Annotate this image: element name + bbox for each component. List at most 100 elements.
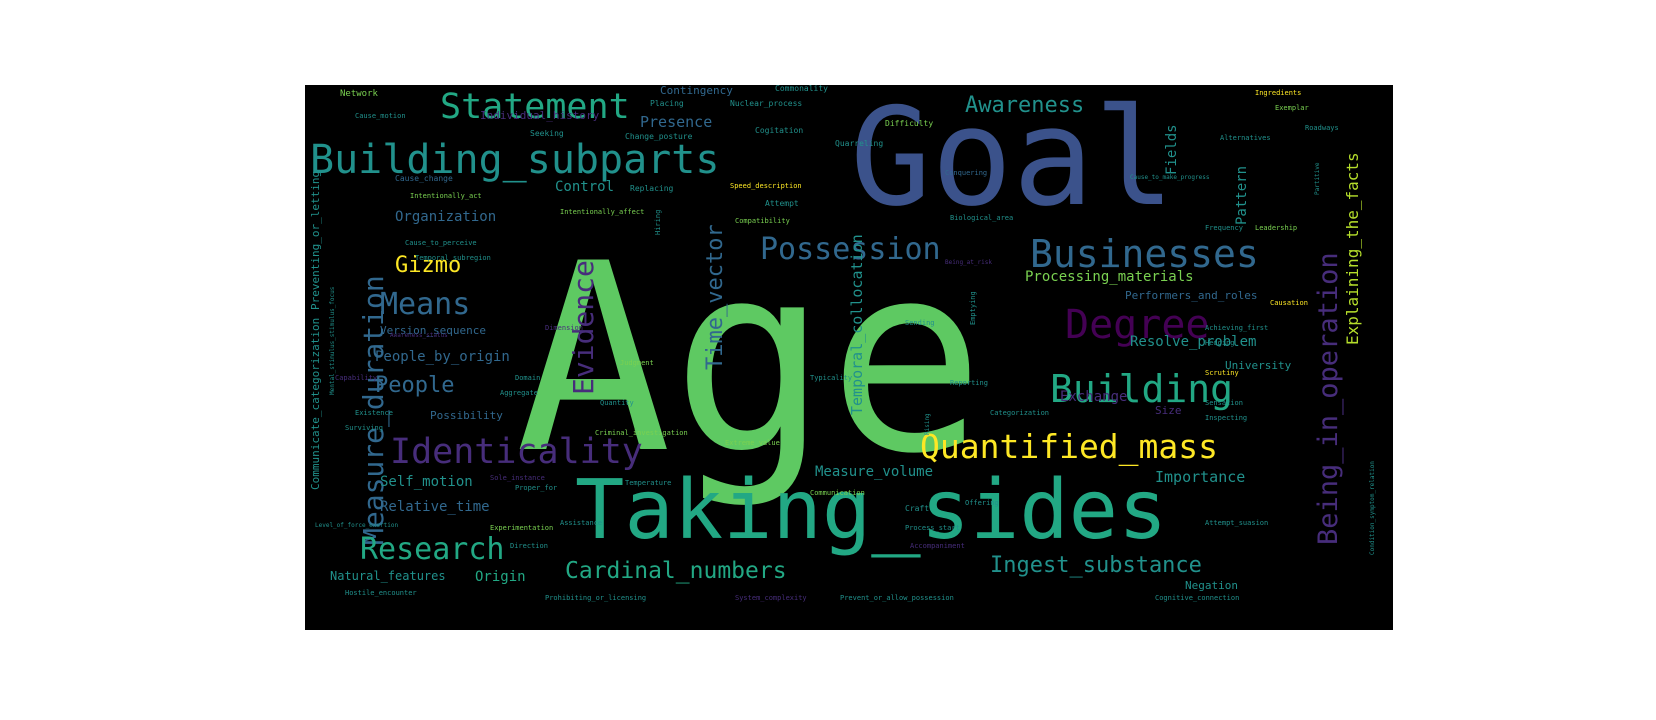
cloud-word: Individual_history <box>480 109 600 122</box>
cloud-word: Process_start <box>905 524 960 532</box>
cloud-word: Surviving <box>345 424 383 432</box>
cloud-word: Research <box>360 532 505 567</box>
cloud-word: People_by_origin <box>375 349 510 365</box>
cloud-word: Being_in_operation <box>1313 252 1344 545</box>
cloud-word: Craft <box>905 504 930 513</box>
cloud-word: Level_of_force_exertion <box>315 522 399 529</box>
cloud-word: Intentionally_act <box>410 192 482 200</box>
cloud-word: Accompaniment <box>910 542 965 550</box>
cloud-word: Fields <box>1164 124 1180 175</box>
cloud-word: Pattern <box>1234 165 1250 225</box>
cloud-word: Origin <box>475 569 526 585</box>
cloud-word: Prohibiting_or_licensing <box>545 594 647 602</box>
cloud-word: Sensation <box>1205 399 1243 407</box>
cloud-word: Measure_volume <box>815 464 934 480</box>
cloud-word: Relative_time <box>380 499 490 515</box>
cloud-word: Means <box>380 287 471 322</box>
cloud-word: Cause_change <box>395 174 453 183</box>
cloud-word: Natural_features <box>330 569 446 583</box>
cloud-word: Cogitation <box>755 126 804 135</box>
cloud-word: Taking_sides <box>575 463 1168 558</box>
cloud-word: Hostile_encounter <box>345 589 417 597</box>
cloud-word: Quarreling <box>835 139 884 148</box>
cloud-word: Importance <box>1155 468 1246 486</box>
cloud-word: Building <box>1050 367 1234 411</box>
cloud-word: Exemplar <box>1275 104 1309 112</box>
cloud-word: Conquering <box>945 169 988 177</box>
cloud-word: Gizmo <box>395 253 462 278</box>
cloud-word: Communication <box>810 489 865 497</box>
cloud-word: Intentionally_affect <box>560 208 645 216</box>
cloud-word: Existence <box>355 409 393 417</box>
cloud-word: Cognitive_connection <box>1155 594 1240 602</box>
cloud-word: Offering <box>965 499 999 507</box>
cloud-word: Ingredients <box>1255 89 1302 97</box>
cloud-word: Cause_to_perceive <box>405 239 477 247</box>
cloud-word: Statement <box>440 87 630 127</box>
cloud-word: Assistance <box>560 519 603 527</box>
cloud-word: Control <box>555 179 615 195</box>
word-cloud: Age Goal Taking_sides Building_subparts Stat… <box>305 85 1393 630</box>
cloud-word: Nuclear_process <box>730 99 803 108</box>
cloud-word: Causation <box>1270 299 1308 307</box>
cloud-word: Direction <box>510 542 548 550</box>
cloud-word: Cardinal_numbers <box>565 558 787 584</box>
cloud-word: Rising <box>924 413 931 435</box>
cloud-word: Presence <box>640 113 713 131</box>
cloud-word: Quantity <box>600 399 634 407</box>
cloud-word: Biological_area <box>950 214 1014 222</box>
cloud-word: Age <box>515 209 985 511</box>
cloud-word: Temperature <box>625 479 672 487</box>
cloud-word: Inspecting <box>1205 414 1248 422</box>
cloud-word: Reporting <box>950 379 988 387</box>
cloud-word: People <box>375 373 455 398</box>
cloud-word: Attempt <box>765 199 799 208</box>
cloud-word: Quantified_mass <box>920 427 1219 466</box>
cloud-word: Identicality <box>390 432 643 472</box>
cloud-word: Organization <box>395 209 497 225</box>
cloud-word: Achieving_first <box>1205 324 1269 332</box>
cloud-word: Awareness <box>965 93 1085 118</box>
cloud-word: Degree <box>1065 302 1210 348</box>
cloud-word: Typicality <box>810 374 853 382</box>
cloud-word: Being_at_risk <box>945 259 992 266</box>
cloud-word: Contingency <box>660 85 733 97</box>
cloud-word: Performers_and_roles <box>1125 289 1258 302</box>
cloud-word: Explaining_the_facts <box>1343 152 1362 345</box>
cloud-word: Proper_for <box>515 484 558 492</box>
cloud-word: Categorization <box>990 409 1050 417</box>
cloud-word: Experimentation <box>490 524 554 532</box>
cloud-word: Emptying <box>969 291 977 325</box>
cloud-word: Condition_symptom_relation <box>1369 461 1376 555</box>
cloud-word: Preventing_or_letting <box>309 170 322 310</box>
cloud-word: Change_posture <box>625 132 693 141</box>
cloud-word: Domain <box>515 374 541 382</box>
cloud-word: Partitive <box>1314 162 1321 195</box>
cloud-word: Criminal_investigation <box>595 429 688 437</box>
cloud-word: Mental_stimulus_stimulus_focus <box>329 286 336 395</box>
cloud-word: Replacing <box>630 184 674 193</box>
cloud-word: Attempt_suasion <box>1205 519 1269 527</box>
cloud-word: University <box>1225 359 1292 372</box>
cloud-word: Capability <box>335 374 378 382</box>
cloud-word: Businesses <box>1030 232 1259 276</box>
cloud-word: Sending <box>905 319 935 327</box>
cloud-word: Sole_instance <box>490 474 545 482</box>
cloud-word: Scrutiny <box>1205 369 1239 377</box>
cloud-word: Exchange <box>1060 389 1128 405</box>
cloud-word: Dimension <box>545 324 583 332</box>
cloud-word: Version_sequence <box>380 324 486 337</box>
cloud-word: Resolve_problem <box>1130 334 1257 350</box>
cloud-word: Leadership <box>1255 224 1298 232</box>
cloud-word: Size <box>1155 404 1182 417</box>
cloud-word: Network <box>340 89 378 99</box>
cloud-word: Goal <box>850 85 1176 236</box>
cloud-word: Difficulty <box>885 119 934 128</box>
cloud-word: Building_subparts <box>310 137 720 183</box>
cloud-word: Compatibility <box>735 217 790 225</box>
cloud-word: Hedging <box>1205 339 1235 347</box>
cloud-word: Commonality <box>775 85 828 93</box>
cloud-word: Cause_motion <box>355 112 406 120</box>
cloud-word: Cause_to_make_progress <box>1130 174 1210 181</box>
cloud-word: Negation <box>1185 579 1238 592</box>
